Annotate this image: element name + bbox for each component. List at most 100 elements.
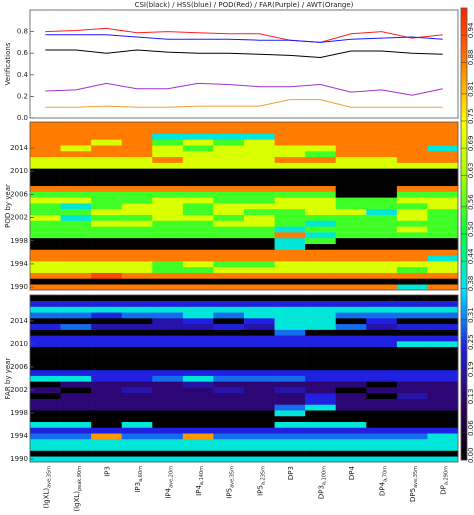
colorbar-segment	[461, 68, 467, 73]
colorbar-tick-label: 0.25	[467, 334, 474, 350]
heat-cell	[60, 381, 92, 388]
heat-cell	[30, 410, 61, 417]
heat-cell	[30, 284, 61, 291]
heat-cell	[91, 226, 123, 233]
heat-cell	[182, 208, 214, 215]
heat-cell	[366, 346, 398, 353]
heat-cell	[60, 329, 92, 336]
y-tick-label: 0.8	[17, 28, 28, 36]
heat-cell	[244, 329, 275, 336]
heat-cell	[396, 421, 428, 428]
heat-cell	[213, 243, 245, 250]
heat-cell	[335, 295, 367, 302]
heat-cell	[335, 398, 367, 405]
heat-cell	[91, 352, 123, 359]
heat-cell	[152, 335, 184, 342]
heat-cell	[91, 214, 123, 221]
heat-cell	[91, 329, 123, 336]
heat-cell	[366, 220, 398, 227]
heat-cell	[366, 312, 398, 319]
x-tick-label-main: DP3	[287, 466, 295, 480]
heat-cell	[305, 232, 337, 239]
heat-cell	[274, 249, 306, 256]
heat-cell	[60, 450, 92, 457]
heat-cell	[427, 174, 459, 181]
heat-cell	[335, 312, 367, 319]
heat-cell	[30, 208, 61, 215]
heat-cell	[335, 438, 367, 446]
heat-cell	[182, 427, 214, 434]
colorbar-segment	[461, 373, 467, 378]
heat-cell	[182, 174, 214, 181]
heat-cell	[274, 122, 306, 129]
x-tick-label-sub: ave,20m	[169, 466, 175, 488]
heat-cell	[305, 197, 337, 204]
heat-cell	[121, 300, 153, 307]
heat-cell	[213, 145, 245, 152]
y-axis-title: Verifications	[4, 42, 12, 85]
heat-cell	[305, 335, 337, 342]
heat-cell	[427, 243, 459, 250]
heat-cell	[335, 358, 367, 365]
heat-cell	[213, 226, 245, 233]
heat-cell	[427, 220, 459, 227]
heat-cell	[182, 300, 214, 307]
heat-cell	[213, 450, 245, 457]
colorbar-segment	[461, 290, 467, 295]
heat-cell	[30, 214, 61, 221]
heat-cell	[121, 122, 153, 129]
colorbar-segment	[461, 358, 467, 363]
heat-cell	[30, 255, 61, 262]
colorbar-segment	[461, 72, 467, 77]
heat-cell	[427, 456, 459, 463]
heat-cell	[396, 255, 428, 262]
heat-cell	[30, 318, 61, 325]
heat-cell	[152, 410, 184, 417]
heat-cell	[335, 369, 367, 376]
heat-cell	[335, 232, 367, 239]
heat-cell	[274, 243, 306, 250]
heat-cell	[213, 197, 245, 204]
colorbar-tick-label: 0.38	[467, 276, 474, 292]
heat-cell	[305, 312, 337, 319]
heat-cell	[396, 139, 428, 146]
heat-cell	[427, 295, 459, 302]
heat-cell	[366, 329, 398, 336]
heat-cell	[60, 179, 92, 187]
heat-cell	[30, 364, 61, 371]
heat-cell	[396, 323, 428, 330]
heat-cell	[427, 369, 459, 376]
heat-cell	[366, 162, 398, 169]
heat-cell	[244, 444, 275, 451]
y-tick-label: 2014	[10, 144, 28, 152]
x-tick-label-main: IP5	[256, 485, 264, 496]
heat-cell	[305, 341, 337, 348]
heat-cell	[427, 272, 459, 279]
colorbar-segment	[461, 267, 467, 273]
colorbar-segment	[461, 113, 467, 118]
heat-cell	[335, 266, 367, 273]
heat-cell	[396, 168, 428, 175]
heat-cell	[152, 284, 184, 291]
heat-cell	[121, 243, 153, 250]
heat-cell	[91, 318, 123, 325]
heat-cell	[335, 214, 367, 221]
heat-cell	[152, 421, 184, 428]
heat-cell	[30, 398, 61, 405]
heat-cell	[182, 122, 214, 129]
heat-cell	[244, 191, 275, 198]
heat-cell	[30, 335, 61, 342]
heat-cell	[30, 261, 61, 268]
heat-cell	[121, 272, 153, 279]
heat-cell	[396, 300, 428, 307]
heat-cell	[396, 318, 428, 325]
heat-cell	[366, 364, 398, 371]
heat-cell	[121, 352, 153, 359]
colorbar-segment	[461, 275, 467, 280]
heat-cell	[60, 162, 92, 169]
heat-cell	[213, 346, 245, 353]
heat-cell	[366, 127, 398, 134]
heat-cell	[244, 150, 275, 158]
heat-cell	[91, 295, 123, 302]
heat-cell	[182, 179, 214, 187]
